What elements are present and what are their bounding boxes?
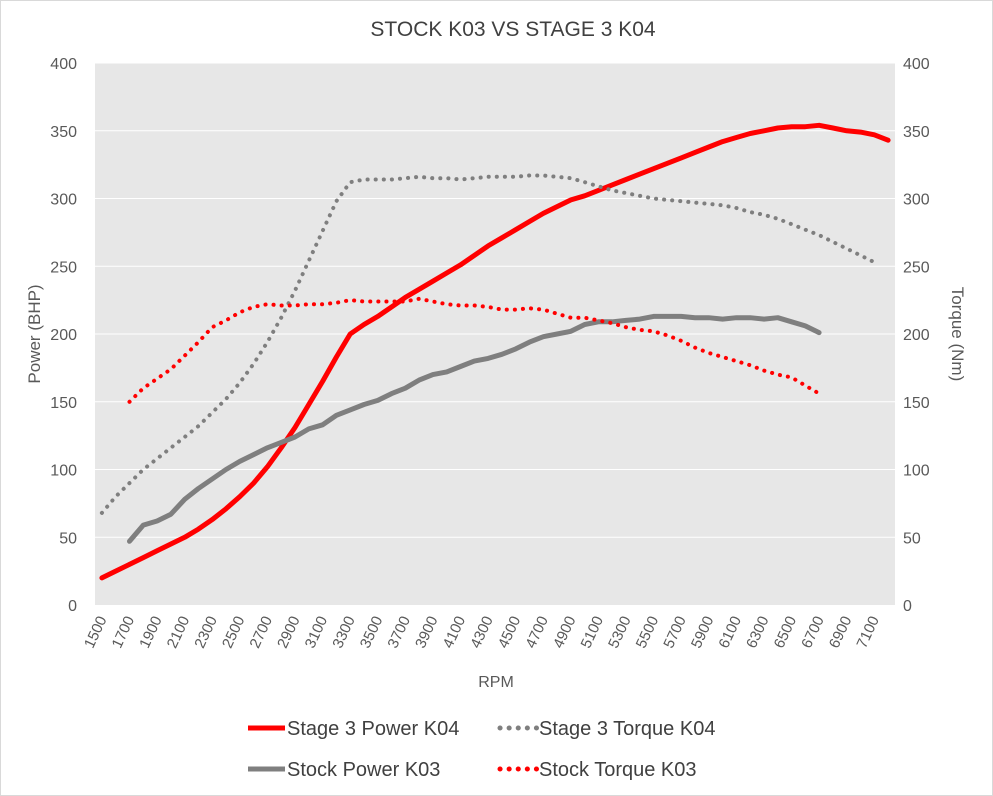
x-tick-label: 6500 [771, 614, 801, 651]
x-tick-label: 5700 [660, 614, 690, 651]
x-tick-label: 5300 [605, 614, 635, 651]
y-tick-label: 250 [50, 259, 77, 276]
y-tick-label: 300 [50, 192, 77, 209]
x-tick-label: 6900 [826, 614, 856, 651]
series-line-stock-torque-k03 [127, 296, 822, 404]
legend: Stage 3 Power K04 Stage 3 Torque K04 Sto… [248, 718, 715, 781]
x-tick-label: 7100 [853, 614, 883, 651]
x-tick-label: 1500 [81, 614, 111, 651]
x-tick-label: 3300 [329, 614, 359, 651]
x-tick-label: 2300 [191, 614, 221, 651]
series-line-stage-3-power-k04 [99, 122, 891, 581]
x-tick-label: 2900 [274, 614, 304, 651]
y2-tick-label: 400 [903, 56, 930, 73]
y2-tick-label: 350 [903, 124, 930, 141]
x-tick-label: 4500 [495, 614, 525, 651]
legend-label-stage3-torque: Stage 3 Torque K04 [539, 718, 715, 740]
y2-tick-label: 0 [903, 598, 912, 615]
y-tick-label: 100 [50, 463, 77, 480]
x-tick-label: 3700 [384, 614, 414, 651]
y2-tick-label: 200 [903, 327, 930, 344]
legend-label-stock-power: Stock Power K03 [287, 759, 440, 781]
x-tick-label: 5100 [578, 614, 608, 651]
x-tick-label: 2100 [164, 614, 194, 651]
legend-label-stock-torque: Stock Torque K03 [539, 759, 697, 781]
x-tick-label: 2500 [219, 614, 249, 651]
x-tick-label: 1900 [136, 614, 166, 651]
x-tick-label: 5900 [688, 614, 718, 651]
legend-label-stage3-power: Stage 3 Power K04 [287, 718, 459, 740]
plot-area: 0 0 50 50 100 100 150 150 200 200 250 250 300 300 350 3… [50, 56, 930, 651]
y2-tick-label: 100 [903, 463, 930, 480]
x-tick-label: 6700 [798, 614, 828, 651]
y2-tick-label: 250 [903, 259, 930, 276]
x-tick-label: 4900 [550, 614, 580, 651]
x-tick-label: 6100 [715, 614, 745, 651]
y-axis-label: Power (BHP) [25, 284, 44, 383]
chart-title: STOCK K03 VS STAGE 3 K04 [370, 18, 656, 41]
x-tick-label: 3100 [302, 614, 332, 651]
x-tick-label: 2700 [247, 614, 277, 651]
series-line-stage-3-torque-k04 [99, 173, 877, 515]
y-tick-label: 0 [68, 598, 77, 615]
y2-tick-label: 50 [903, 530, 921, 547]
y2-tick-label: 150 [903, 395, 930, 412]
x-tick-label: 3500 [357, 614, 387, 651]
x-tick-label: 4300 [467, 614, 497, 651]
x-tick-label: 6300 [743, 614, 773, 651]
y-tick-label: 50 [59, 530, 77, 547]
y2-tick-label: 300 [903, 192, 930, 209]
y-tick-label: 200 [50, 327, 77, 344]
x-axis-label: RPM [478, 674, 514, 691]
y-tick-label: 150 [50, 395, 77, 412]
x-tick-label: 1700 [109, 614, 139, 651]
x-tick-label: 5500 [633, 614, 663, 651]
y-tick-label: 350 [50, 124, 77, 141]
x-tick-label: 4100 [440, 614, 470, 651]
y2-axis-label: Torque (Nm) [948, 287, 967, 381]
series-line-stock-power-k03 [127, 313, 822, 544]
y-tick-label: 400 [50, 56, 77, 73]
x-tick-label: 4700 [522, 614, 552, 651]
x-tick-label: 3900 [412, 614, 442, 651]
